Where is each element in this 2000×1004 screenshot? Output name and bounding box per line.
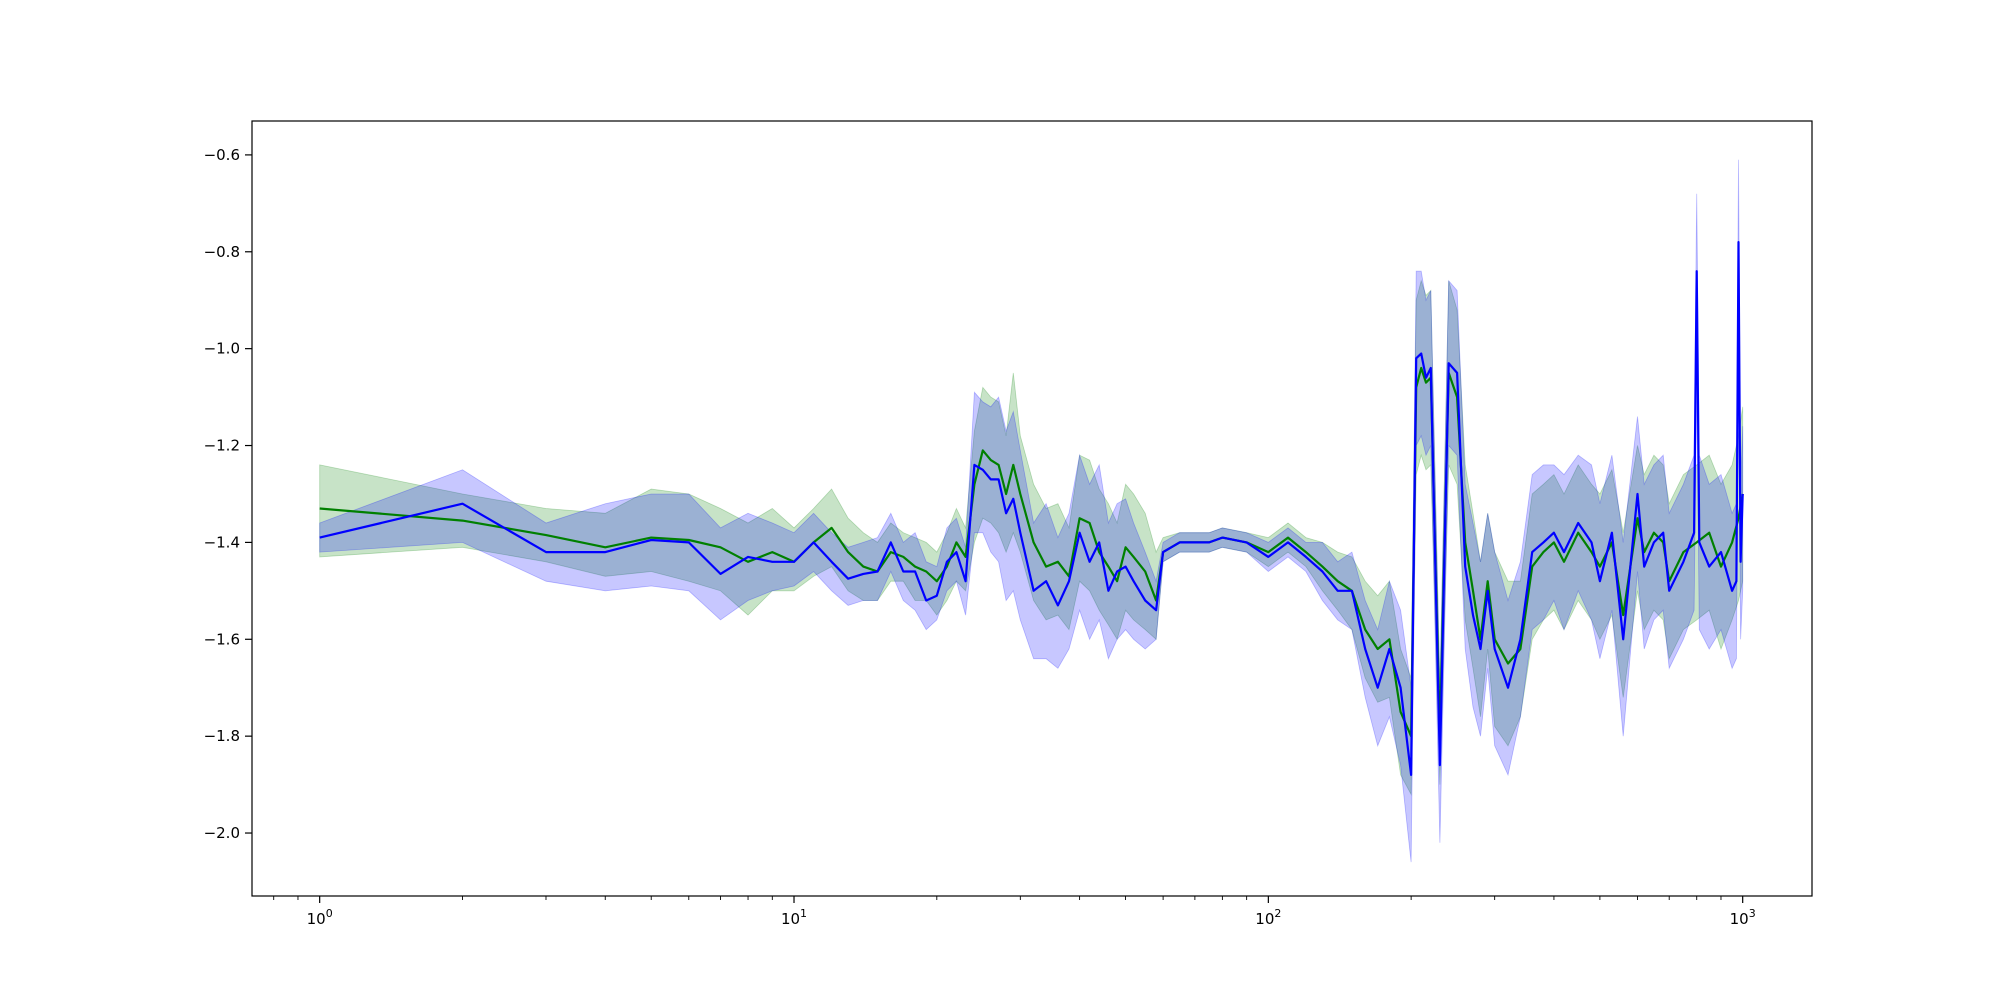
y-tick-label: −1.8 <box>204 727 240 745</box>
y-tick-label: −0.6 <box>204 146 240 164</box>
y-tick-label: −0.8 <box>204 243 240 261</box>
x-tick-label: 101 <box>781 907 807 928</box>
y-tick-label: −1.4 <box>204 533 240 551</box>
y-tick-label: −2.0 <box>204 824 240 842</box>
y-axis: −0.6 −0.8 −1.0 −1.2 −1.4 −1.6 −1.8 −2.0 <box>204 146 252 842</box>
x-tick-label: 100 <box>307 907 333 928</box>
x-tick-label: 102 <box>1255 907 1281 928</box>
x-tick-label: 103 <box>1730 907 1756 928</box>
x-axis: 100 101 102 103 <box>273 896 1756 928</box>
series-lines <box>319 241 1744 777</box>
series-2-band <box>319 159 1744 863</box>
plot-area-frame <box>251 120 1813 897</box>
y-tick-label: −1.6 <box>204 630 240 648</box>
y-tick-label: −1.0 <box>204 340 240 358</box>
series-2-line <box>319 241 1744 777</box>
y-tick-label: −1.2 <box>204 437 240 455</box>
